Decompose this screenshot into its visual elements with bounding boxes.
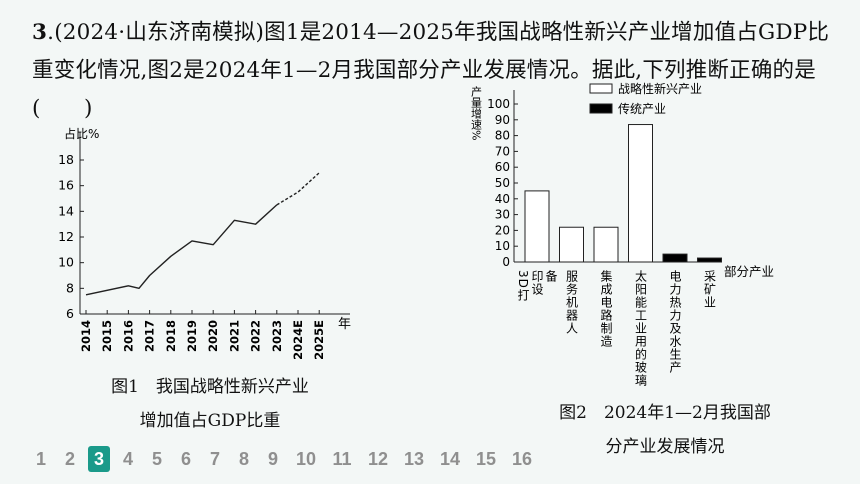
page-link-13[interactable]: 13 — [403, 449, 425, 469]
figure1-caption-line2: 增加值占GDP比重 — [139, 411, 281, 431]
page-link-6[interactable]: 6 — [180, 449, 191, 469]
y-tick-label: 80 — [495, 129, 510, 143]
x-tick-label: 2015 — [100, 320, 114, 352]
x-tick-label: 2025E — [312, 320, 326, 360]
question-text: 3.(2024·山东济南模拟)图1是2014—2025年我国战略性新兴产业增加值… — [32, 14, 832, 128]
bar — [524, 190, 550, 263]
category-label: 3D打 — [516, 270, 530, 302]
figure1-line-chart: 占比% 6 8 10 12 14 16 18 2014 2015 2016 2017 2018 2019 2… — [58, 126, 351, 360]
page-link-4[interactable]: 4 — [122, 449, 133, 469]
legend-swatch — [589, 83, 613, 94]
page-link-15[interactable]: 15 — [475, 449, 497, 469]
x-tick-label: 2017 — [143, 320, 157, 352]
y-tick-label: 20 — [495, 223, 510, 237]
page-link-9[interactable]: 9 — [267, 449, 278, 469]
page-link-11[interactable]: 11 — [332, 449, 352, 469]
legend-swatch — [589, 103, 613, 114]
x-tick-label: 2018 — [164, 320, 178, 352]
figure2-bar-chart: 产量增速%0102030405060708090100战略性新兴产业传统产业3D… — [470, 81, 775, 387]
y-tick-label: 70 — [495, 144, 510, 158]
bar — [628, 124, 653, 263]
x-tick-label: 2024E — [291, 320, 305, 360]
figure1-caption: 图1 我国战略性新兴产业 增加值占GDP比重 — [60, 370, 360, 438]
category-label: 集成电路制造 — [599, 269, 613, 348]
y-tick-label: 60 — [495, 160, 510, 174]
series-line-projected — [276, 172, 320, 206]
legend-label: 传统产业 — [618, 101, 666, 116]
y-tick-label: 10 — [58, 255, 74, 270]
y-tick-label: 10 — [495, 239, 510, 253]
x-tick-label: 2021 — [227, 320, 241, 352]
bar — [662, 253, 688, 263]
category-label: 采矿业 — [703, 270, 717, 309]
figure2-caption-line1: 图2 2024年1—2月我国部 — [559, 403, 771, 423]
category-label: 电力热力及水生产 — [668, 270, 682, 374]
page-link-1[interactable]: 1 — [35, 449, 46, 469]
y-tick-label: 14 — [58, 203, 74, 218]
y-tick-label: 30 — [495, 208, 510, 222]
page-navigator: 1 2 3 4 5 6 7 8 9 10 11 12 13 14 15 16 — [30, 446, 543, 472]
figure2-caption-line2: 分产业发展情况 — [605, 437, 725, 457]
figure2-caption: 图2 2024年1—2月我国部 分产业发展情况 — [540, 396, 790, 464]
page-link-16[interactable]: 16 — [511, 449, 533, 469]
category-label: 太阳能工业用的玻璃 — [634, 269, 648, 387]
y-tick-label: 50 — [495, 176, 510, 190]
y-tick-label: 6 — [66, 306, 74, 321]
x-tick-label: 2022 — [249, 320, 263, 352]
category-label: 备 — [544, 270, 558, 283]
y-tick-label: 12 — [58, 229, 74, 244]
x-tick-label: 2023 — [270, 320, 284, 352]
x-tick-label: 2020 — [206, 320, 220, 352]
y-tick-label: 90 — [495, 113, 510, 127]
x-tick-label: 2016 — [121, 320, 135, 352]
page-link-2[interactable]: 2 — [64, 449, 75, 469]
page-link-12[interactable]: 12 — [367, 449, 389, 469]
series-line — [85, 204, 278, 296]
page-link-7[interactable]: 7 — [209, 449, 220, 469]
bar — [559, 226, 584, 263]
bar — [593, 226, 619, 263]
bar — [697, 257, 722, 263]
page-link-10[interactable]: 10 — [295, 449, 317, 469]
category-label: 服务机器人 — [565, 270, 579, 335]
y-tick-label: 0 — [502, 255, 510, 269]
y-tick-label: 18 — [58, 152, 74, 167]
y-axis-label: 占比% — [64, 126, 99, 141]
page-link-5[interactable]: 5 — [151, 449, 162, 469]
page-link-14[interactable]: 14 — [439, 449, 461, 469]
category-label: 印设 — [530, 270, 544, 296]
page-link-3[interactable]: 3 — [88, 446, 110, 472]
x-tick-label: 2019 — [185, 320, 199, 352]
y-tick-label: 100 — [487, 97, 510, 111]
figure1-caption-line1: 图1 我国战略性新兴产业 — [111, 377, 309, 397]
y-tick-label: 40 — [495, 192, 510, 206]
question-number: 3 — [32, 20, 48, 45]
y-tick-label: 8 — [66, 280, 74, 295]
x-axis-label: 年 — [338, 317, 351, 332]
x-axis-label: 部分产业 — [724, 264, 774, 279]
legend-label: 战略性新兴产业 — [618, 81, 702, 96]
question-body: .(2024·山东济南模拟)图1是2014—2025年我国战略性新兴产业增加值占… — [32, 20, 830, 121]
y-tick-label: 16 — [58, 178, 74, 193]
page-link-8[interactable]: 8 — [238, 449, 249, 469]
y-axis-label: 产量增速% — [470, 85, 483, 141]
x-tick-label: 2014 — [79, 320, 93, 352]
